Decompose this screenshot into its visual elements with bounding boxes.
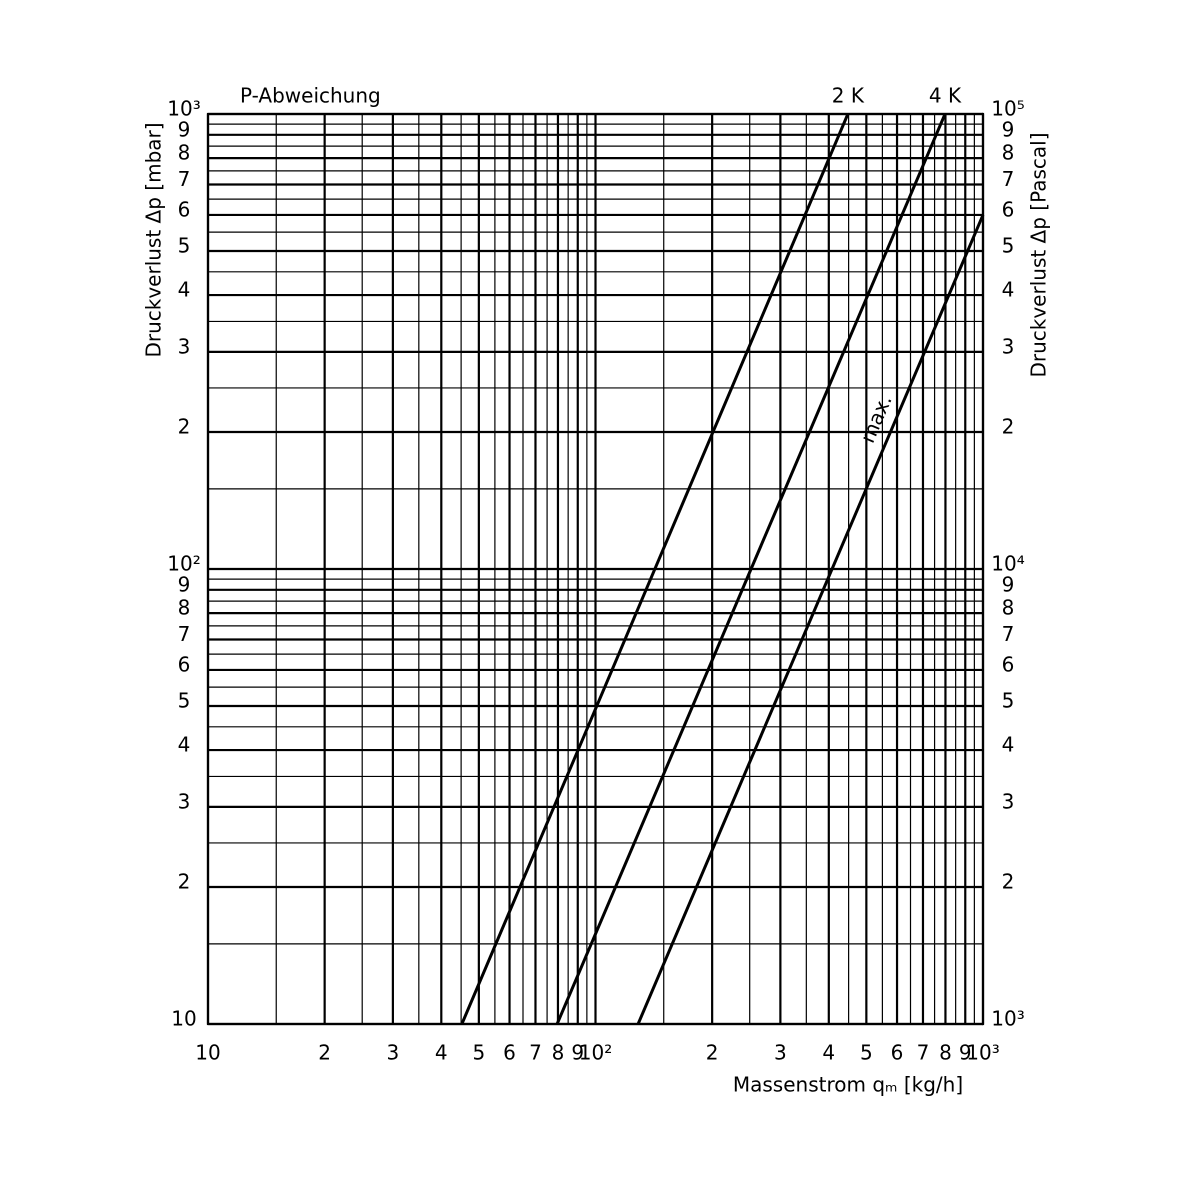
series-line	[555, 113, 947, 1025]
y2-tick-label: 2	[1002, 870, 1015, 894]
series-line	[636, 214, 985, 1025]
x-tick-label: 7	[917, 1041, 930, 1065]
y2-tick-label: 8	[1002, 596, 1015, 620]
y2-tick-label: 3	[1002, 334, 1015, 358]
x-tick-label: 5	[472, 1041, 485, 1065]
y-tick-label: 6	[178, 652, 191, 676]
y-tick-label: 7	[178, 622, 191, 646]
y2-tick-label: 6	[1002, 197, 1015, 221]
y-tick-label: 4	[178, 733, 191, 757]
y-tick-label: 5	[178, 233, 191, 257]
series-label: max.	[855, 391, 897, 446]
x-tick-label: 8	[552, 1041, 565, 1065]
y-tick-label: 3	[178, 789, 191, 813]
y-tick-label: 10³	[167, 97, 200, 121]
x-tick-label: 9	[959, 1041, 972, 1065]
x-tick-label: 8	[939, 1041, 952, 1065]
plot-frame	[206, 112, 985, 1026]
y-tick-label: 2	[178, 870, 191, 894]
series-line	[460, 113, 850, 1025]
y2-tick-label: 9	[1002, 117, 1015, 141]
y-tick-label: 9	[178, 572, 191, 596]
y2-tick-label: 6	[1002, 652, 1015, 676]
y2-tick-label: 8	[1002, 141, 1015, 165]
y-tick-label: 9	[178, 117, 191, 141]
y2-tick-label: 2	[1002, 415, 1015, 439]
y2-tick-label: 5	[1002, 233, 1015, 257]
x-axis-label: Massenstrom qₘ [kg/h]	[733, 1073, 963, 1097]
x-tick-label: 9	[571, 1041, 584, 1065]
y2-tick-label: 3	[1002, 789, 1015, 813]
y2-tick-label: 10⁴	[991, 552, 1024, 576]
y2-tick-label: 9	[1002, 572, 1015, 596]
y-tick-label: 3	[178, 334, 191, 358]
y-tick-label: 8	[178, 596, 191, 620]
x-tick-label: 5	[860, 1041, 873, 1065]
y-tick-label: 4	[178, 278, 191, 302]
y-axis-label: Druckverlust Δp [mbar]	[142, 122, 166, 357]
x-tick-label: 4	[435, 1041, 448, 1065]
x-tick-label: 7	[529, 1041, 542, 1065]
y2-tick-label: 10⁵	[991, 97, 1024, 121]
annotation: P-Abweichung	[240, 84, 381, 108]
x-tick-label: 10³	[966, 1041, 999, 1065]
x-tick-label: 10	[195, 1041, 220, 1065]
x-tick-label: 6	[891, 1041, 904, 1065]
y-tick-label: 10²	[167, 552, 200, 576]
y-tick-label: 10	[171, 1007, 196, 1031]
x-tick-label: 3	[774, 1041, 787, 1065]
y2-tick-label: 7	[1002, 622, 1015, 646]
y2-tick-label: 4	[1002, 278, 1015, 302]
x-tick-label: 3	[387, 1041, 400, 1065]
x-tick-label: 2	[706, 1041, 719, 1065]
x-tick-label: 10²	[579, 1041, 612, 1065]
y2-tick-label: 10³	[991, 1007, 1024, 1031]
y2-tick-label: 4	[1002, 733, 1015, 757]
y-tick-label: 8	[178, 141, 191, 165]
y-tick-label: 6	[178, 197, 191, 221]
x-tick-label: 4	[822, 1041, 835, 1065]
y-tick-label: 7	[178, 167, 191, 191]
y2-tick-label: 5	[1002, 688, 1015, 712]
y2-tick-label: 7	[1002, 167, 1015, 191]
y-tick-label: 2	[178, 415, 191, 439]
series-label: 2 K	[832, 84, 865, 108]
x-tick-label: 2	[318, 1041, 331, 1065]
x-tick-label: 6	[503, 1041, 516, 1065]
y-tick-label: 5	[178, 688, 191, 712]
series-label: 4 K	[929, 84, 962, 108]
y2-axis-label: Druckverlust Δp [Pascal]	[1027, 132, 1051, 377]
